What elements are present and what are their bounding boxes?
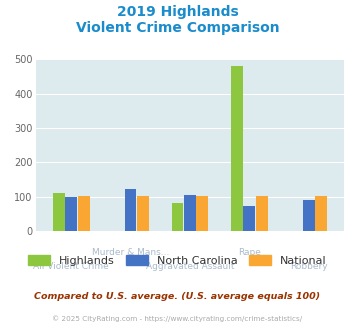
Bar	[244, 206, 255, 231]
Text: Rape: Rape	[238, 248, 261, 257]
Bar	[303, 200, 315, 231]
Text: Violent Crime Comparison: Violent Crime Comparison	[76, 21, 279, 35]
Bar	[78, 196, 89, 231]
Text: 2019 Highlands: 2019 Highlands	[117, 5, 238, 19]
Bar	[125, 189, 136, 231]
Bar	[53, 193, 65, 231]
Text: © 2025 CityRating.com - https://www.cityrating.com/crime-statistics/: © 2025 CityRating.com - https://www.city…	[53, 315, 302, 322]
Bar	[315, 196, 327, 231]
Text: Murder & Mans...: Murder & Mans...	[92, 248, 169, 257]
Bar	[256, 196, 268, 231]
Bar	[184, 195, 196, 231]
Legend: Highlands, North Carolina, National: Highlands, North Carolina, National	[25, 251, 330, 269]
Bar	[65, 197, 77, 231]
Bar	[196, 196, 208, 231]
Bar	[231, 66, 243, 231]
Text: All Violent Crime: All Violent Crime	[33, 262, 109, 271]
Bar	[137, 196, 149, 231]
Text: Robbery: Robbery	[290, 262, 328, 271]
Text: Compared to U.S. average. (U.S. average equals 100): Compared to U.S. average. (U.S. average …	[34, 292, 321, 301]
Text: Aggravated Assault: Aggravated Assault	[146, 262, 234, 271]
Bar	[171, 203, 184, 231]
